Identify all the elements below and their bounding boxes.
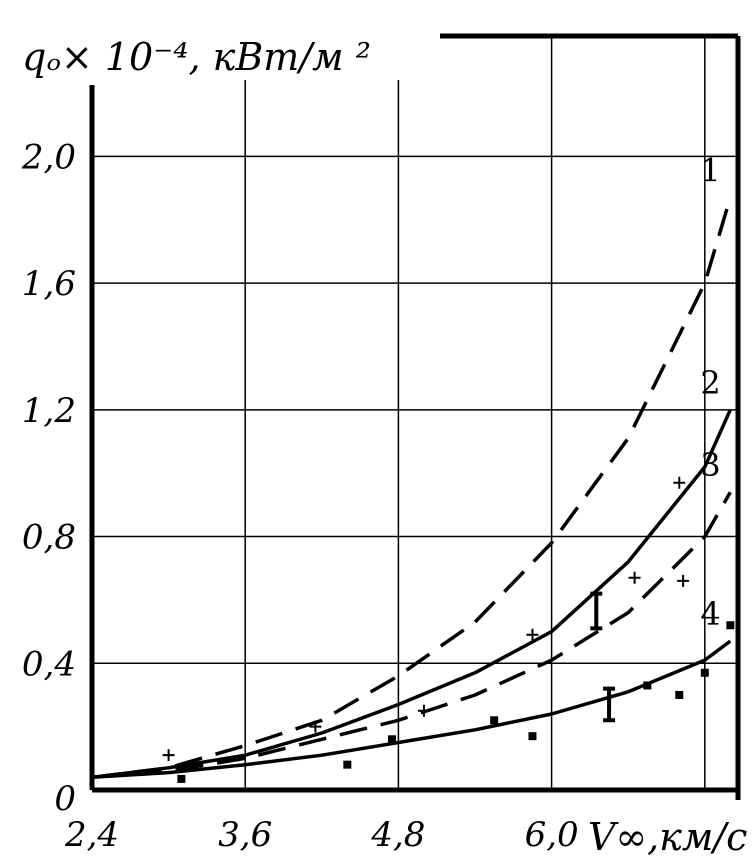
series-label-4: 4 xyxy=(700,595,720,633)
y-tick-label: 0,4 xyxy=(22,644,76,684)
x-tick-label: 3,6 xyxy=(218,815,272,855)
ylabel-background xyxy=(0,0,440,80)
series-label-1: 1 xyxy=(700,152,720,190)
series-label-3: 3 xyxy=(700,446,720,484)
square-marker xyxy=(177,774,186,783)
square-marker xyxy=(528,732,537,741)
series-group: 1 2 3 4 xyxy=(91,152,732,780)
square-marker xyxy=(700,668,709,677)
series-line-2 xyxy=(91,409,732,780)
plus-marker xyxy=(309,720,322,733)
y-tick-label: 0,8 xyxy=(22,518,76,558)
plus-marker xyxy=(677,574,690,587)
y-axis-label: qₒ× 10⁻⁴, кВт/м ² xyxy=(22,35,371,79)
x-axis-label: V∞,км/с xyxy=(588,815,747,859)
plot-frame xyxy=(89,33,741,800)
square-marker xyxy=(675,690,684,699)
y-tick-label: 1,6 xyxy=(22,264,76,304)
tick-labels: 0 0,4 0,8 1,2 1,6 2,0 2,4 3,6 4,8 6,0 xyxy=(21,137,579,855)
marker-group xyxy=(162,476,735,783)
square-marker xyxy=(643,681,652,690)
y-tick-label: 0 xyxy=(54,779,76,819)
plus-marker xyxy=(162,749,175,762)
plus-marker xyxy=(526,628,539,641)
square-marker xyxy=(388,735,397,744)
error-bar xyxy=(603,686,616,723)
x-tick-label: 2,4 xyxy=(64,815,119,855)
error-bar xyxy=(590,591,603,631)
series-line-4 xyxy=(91,639,732,780)
series-line-3 xyxy=(91,491,732,780)
series-label-2: 2 xyxy=(700,364,720,402)
square-marker xyxy=(343,760,352,769)
square-marker xyxy=(490,716,499,725)
plus-marker xyxy=(417,704,430,717)
y-tick-label: 2,0 xyxy=(21,137,76,177)
square-marker xyxy=(726,621,735,630)
x-tick-label: 4,8 xyxy=(370,815,425,855)
y-tick-label: 1,2 xyxy=(22,391,76,431)
xlabel-background xyxy=(582,808,754,863)
x-tick-label: 6,0 xyxy=(525,815,579,855)
plus-marker xyxy=(673,476,686,489)
plus-marker xyxy=(628,571,641,584)
